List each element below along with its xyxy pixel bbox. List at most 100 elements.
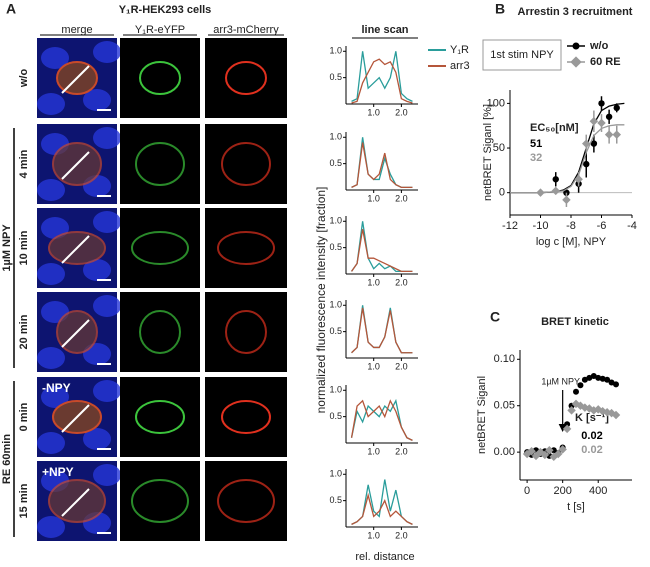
cell [225, 310, 267, 354]
cell [221, 142, 271, 186]
cell [221, 400, 271, 434]
nucleus [41, 47, 69, 69]
nucleus [93, 41, 121, 63]
micrograph [205, 124, 287, 204]
data-point [613, 104, 620, 112]
column-header: Y₁R-eYFP [135, 24, 185, 36]
y-tick-label: 1.0 [329, 469, 342, 479]
x-tick-label: 1.0 [367, 107, 380, 117]
x-tick-label: 1.0 [367, 193, 380, 203]
column-header: arr3-mCherry [213, 24, 279, 36]
y-tick-label: 1.0 [329, 46, 342, 56]
y-tick-label: 0.5 [329, 242, 342, 252]
data-point [564, 421, 571, 428]
y-axis-label: normalized fluorescence intensity [fract… [314, 187, 328, 414]
micrograph [120, 38, 200, 118]
y-tick-label: 1.0 [329, 216, 342, 226]
micrograph [120, 124, 200, 204]
x-tick-label: 0 [524, 485, 530, 497]
row-label: 15 min [18, 483, 30, 518]
nucleus [93, 211, 121, 233]
scan-trace [351, 142, 413, 189]
scan-line [61, 235, 90, 264]
x-axis-label: rel. distance [355, 551, 414, 563]
data-point [536, 188, 545, 197]
cell [225, 61, 267, 95]
annotation-title: EC₅₀[nM] [530, 122, 579, 134]
row-label: 4 min [18, 149, 30, 178]
data-point [604, 376, 611, 383]
data-point [562, 424, 572, 434]
scan-trace [351, 307, 413, 354]
x-tick-label: 2.0 [395, 277, 408, 287]
y-axis-label: netBRET Siganl [%] [482, 104, 494, 201]
x-tick-label: 1.0 [367, 530, 380, 540]
micrograph [120, 377, 200, 457]
y-tick-label: 0.5 [329, 158, 342, 168]
y-tick-label: 0.00 [494, 446, 515, 458]
y-axis-label: netBRET Siganl [476, 376, 488, 454]
x-tick-label: 1.0 [367, 361, 380, 371]
micrograph [205, 292, 287, 372]
data-point [590, 140, 598, 147]
nucleus [37, 516, 65, 538]
data-point [573, 388, 579, 395]
scan-trace [351, 221, 413, 273]
x-tick-label: 400 [589, 485, 607, 497]
data-point [553, 449, 563, 459]
scan-line [61, 151, 90, 180]
scan-trace [351, 305, 413, 354]
line-scan-title: line scan [361, 24, 408, 36]
legend-marker [572, 42, 580, 50]
annotation: 32 [530, 152, 542, 164]
nucleus [83, 89, 111, 111]
x-tick-label: -8 [566, 220, 576, 232]
panel-label: C [490, 309, 500, 325]
micrograph [120, 461, 200, 541]
micrograph [120, 208, 200, 288]
data-point [611, 410, 621, 420]
nucleus [41, 386, 69, 408]
data-point [613, 381, 619, 388]
x-tick-label: -12 [502, 220, 518, 232]
data-point [577, 382, 584, 389]
y-tick-label: 0.5 [329, 495, 342, 505]
data-point [551, 186, 560, 196]
legend-label: arr3 [450, 60, 470, 72]
y-tick-label: 1.0 [329, 300, 342, 310]
arrow-label: 1µM NPY [541, 376, 580, 386]
legend-label: w/o [589, 40, 609, 52]
x-tick-label: -4 [627, 220, 637, 232]
row-label: 10 min [18, 230, 30, 265]
x-tick-label: 2.0 [395, 361, 408, 371]
x-tick-label: 1.0 [367, 277, 380, 287]
annotation: 0.02 [581, 444, 602, 456]
y-tick-label: 0.10 [494, 353, 515, 365]
data-point [605, 113, 613, 120]
data-point [604, 130, 614, 139]
annotation: 51 [530, 138, 542, 150]
data-point [597, 118, 606, 128]
scan-trace [350, 399, 413, 441]
y-tick-label: 100 [487, 97, 505, 109]
scan-trace [351, 51, 413, 102]
x-tick-label: 2.0 [395, 193, 408, 203]
nucleus [93, 464, 121, 486]
row-label: 20 min [18, 314, 30, 349]
nucleus [37, 347, 65, 369]
x-tick-label: 2.0 [395, 107, 408, 117]
data-point [550, 447, 557, 454]
column-header: merge [61, 24, 92, 36]
legend-box [482, 39, 562, 71]
data-point [583, 160, 590, 168]
panel-label: B [495, 1, 505, 17]
micrograph [205, 38, 287, 118]
panel-title: Y₁R-HEK293 cells [119, 4, 212, 16]
micrograph [120, 292, 200, 372]
cell [131, 479, 189, 523]
scan-trace [351, 492, 413, 525]
panel-label: A [6, 1, 16, 17]
x-tick-label: 200 [553, 485, 571, 497]
micrograph [205, 377, 287, 457]
